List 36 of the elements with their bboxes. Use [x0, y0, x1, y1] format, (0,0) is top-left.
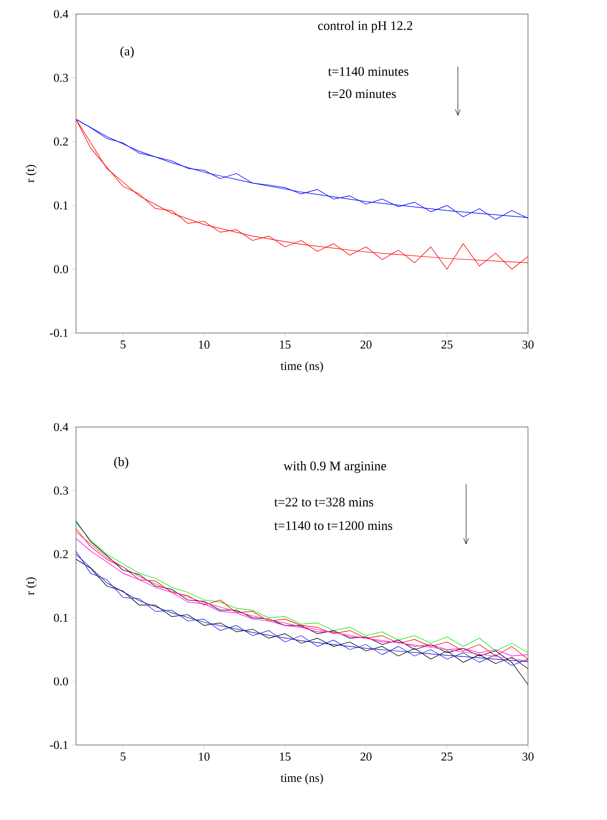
annotation: t=20 minutes: [328, 89, 396, 98]
y-axis-title: r (t): [26, 577, 37, 595]
annotation: (a): [120, 46, 134, 58]
x-tick-label: 5: [120, 340, 126, 349]
x-tick-label: 5: [120, 752, 126, 761]
y-tick-label: 0.2: [54, 550, 68, 558]
y-tick-label: 0.0: [54, 677, 68, 686]
x-axis-title: time (ns): [280, 774, 323, 784]
x-tick-label: 15: [280, 340, 291, 349]
y-tick-label: 0.1: [54, 201, 68, 210]
x-tick-label: 30: [522, 752, 534, 761]
annotation: (b): [114, 457, 128, 469]
x-tick-label: 15: [280, 752, 291, 761]
annotation: t=22 to t=328 mins: [274, 498, 374, 506]
y-tick-label: 0.3: [54, 74, 68, 82]
x-tick-label: 25: [442, 752, 453, 761]
y-tick-label: 0.4: [54, 10, 68, 18]
y-tick-label: 0.4: [54, 422, 68, 432]
y-tick-label: 0.3: [54, 486, 68, 495]
annotation: control in pH 12.2: [318, 20, 412, 33]
x-tick-label: 25: [442, 340, 453, 349]
y-tick-label: 0.1: [54, 614, 68, 622]
y-tick-label: -0.1: [50, 740, 68, 750]
annotation: t=1140 minutes: [328, 67, 408, 76]
annotation: t=1140 to t=1200 mins: [274, 521, 392, 530]
y-tick-label: 0.0: [54, 265, 68, 274]
x-tick-label: 20: [360, 752, 372, 761]
y-tick-label: -0.1: [50, 328, 68, 338]
x-axis-title: time (ns): [280, 362, 323, 372]
x-tick-label: 30: [522, 340, 534, 349]
annotation: with 0.9 M arginine: [283, 461, 386, 473]
y-axis-title: r (t): [26, 164, 37, 182]
x-tick-label: 10: [199, 752, 210, 761]
x-tick-label: 20: [360, 340, 372, 349]
y-tick-label: 0.2: [54, 138, 68, 146]
x-tick-label: 10: [199, 340, 210, 349]
